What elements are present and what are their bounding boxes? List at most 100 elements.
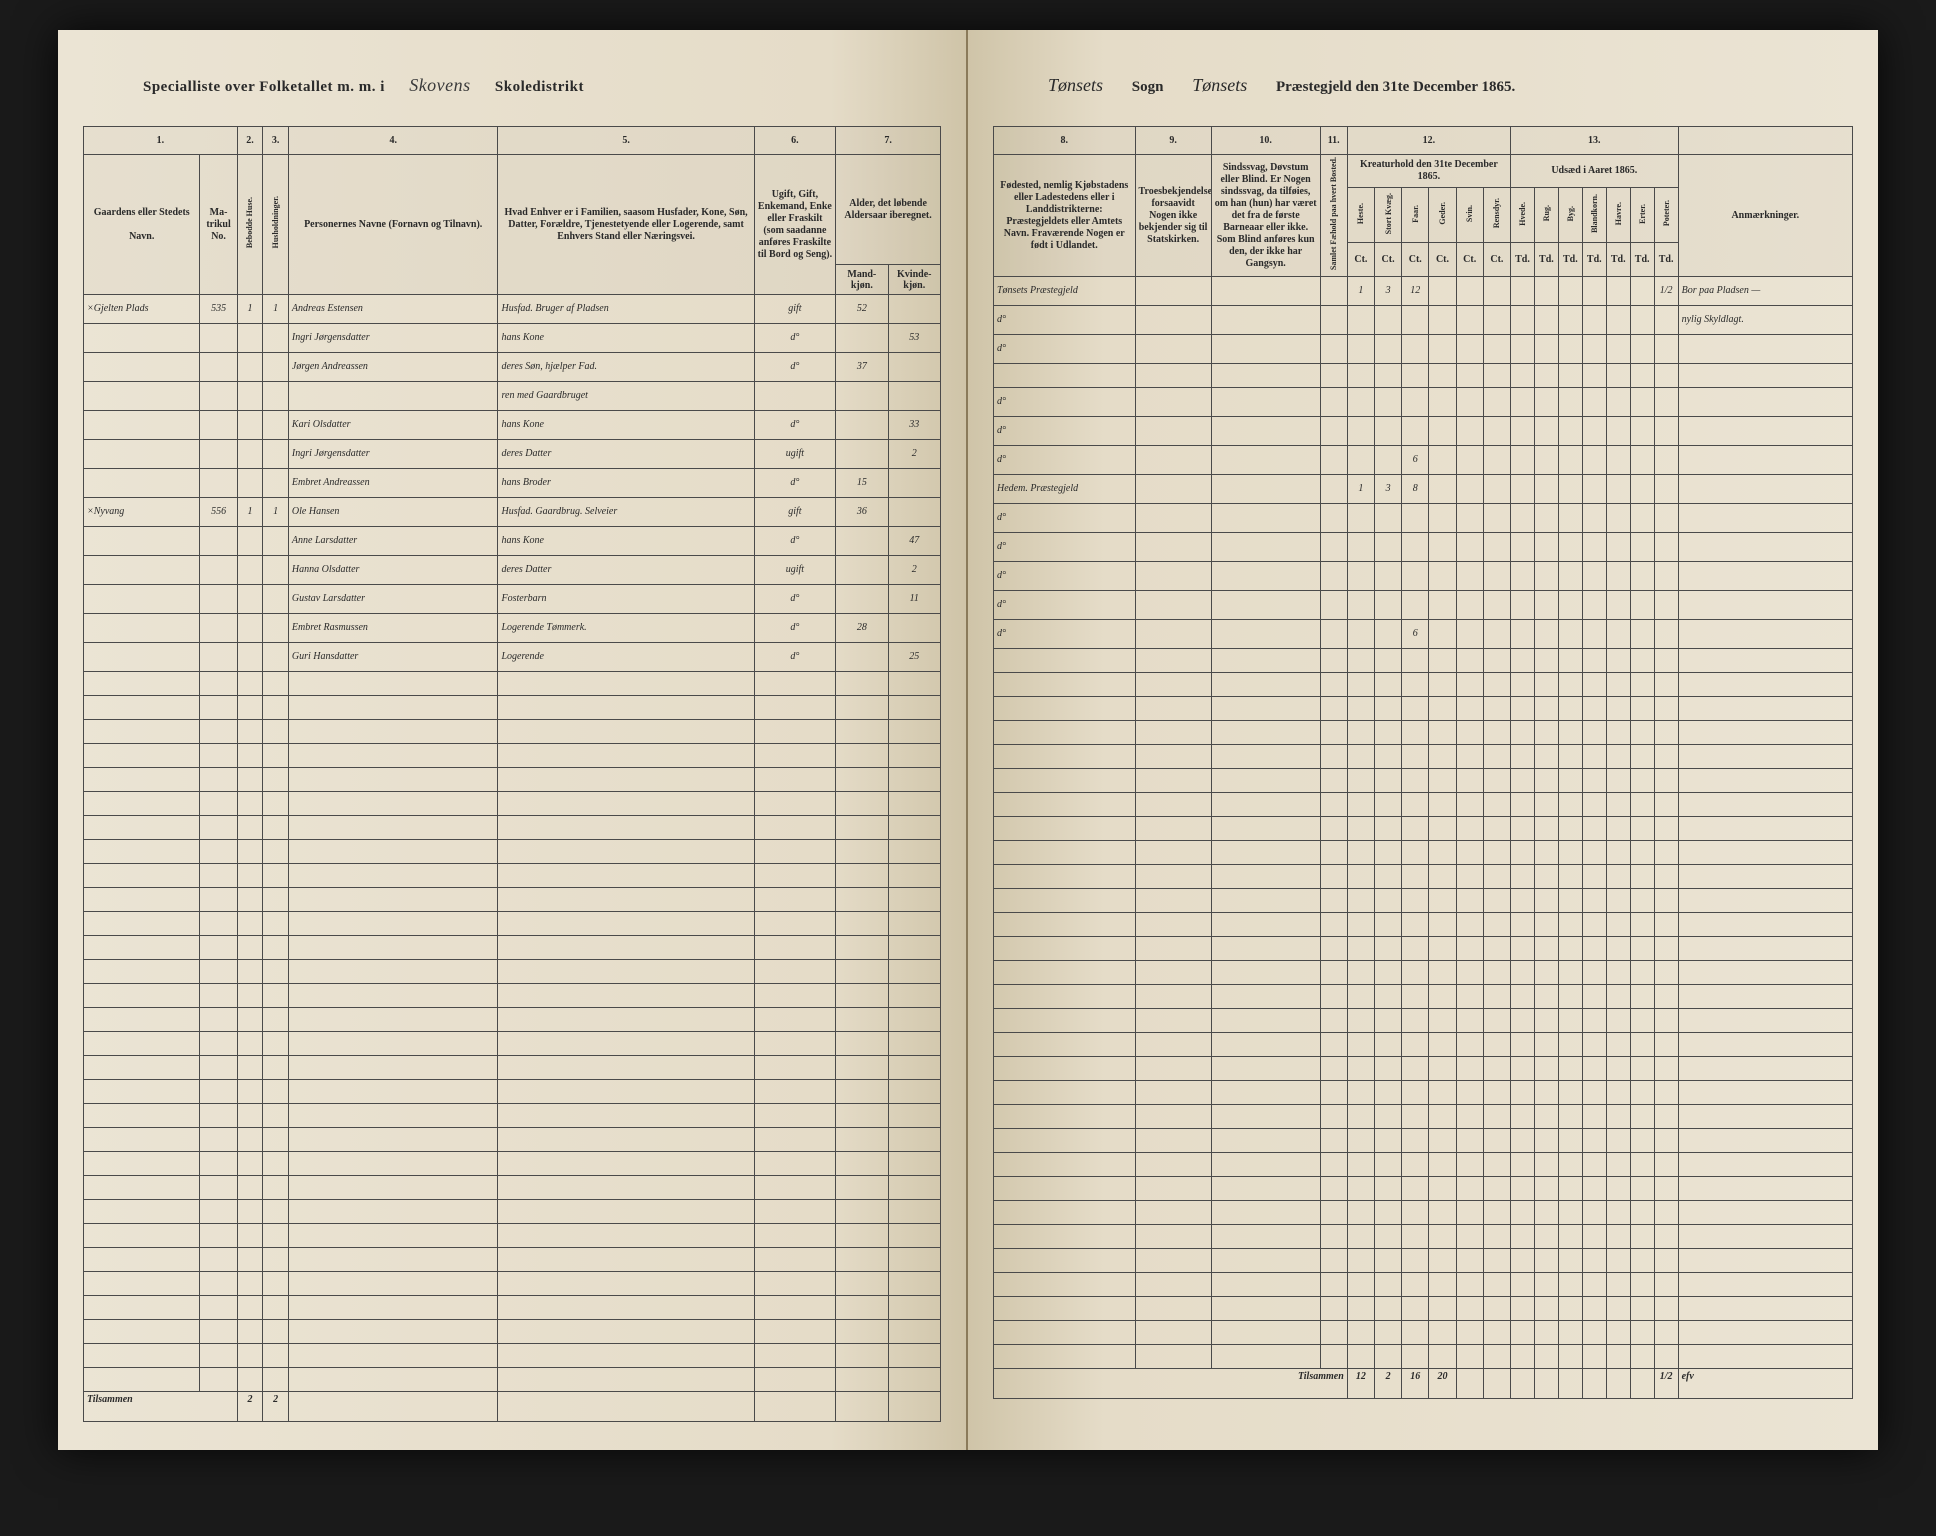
table-row: d° [994,562,1853,591]
table-row: d° [994,504,1853,533]
table-row: d° [994,533,1853,562]
empty-row [84,984,941,1008]
f-anm: efv [1678,1369,1852,1399]
cell-fode: d° [994,335,1136,364]
cell-gaard [84,614,200,643]
cell-hus [237,556,263,585]
empty-row [84,1128,941,1152]
cell-gaard [84,440,200,469]
cell-faar [1402,562,1429,591]
empty-row [994,1033,1853,1057]
empty-row [84,936,941,960]
cell-gaard [84,324,200,353]
cell-kvg [1374,446,1401,475]
cell-samlet [1320,388,1347,417]
cell-mk: 36 [836,498,888,527]
footer-hus: 2 [237,1392,263,1422]
cell-kv [888,614,940,643]
cell-mk [836,556,888,585]
cell-gaard [84,382,200,411]
cell-navn: Jørgen Andreassen [288,353,498,382]
cell-gaard [84,469,200,498]
h-fode: Fødested, nemlig Kjøbstadens eller Lades… [994,155,1136,277]
empty-row [84,816,941,840]
cell-mat [200,527,237,556]
cell-mk [836,324,888,353]
table-row: Hedem. Præstegjeld138 [994,475,1853,504]
cell-heste: 1 [1347,277,1374,306]
cell-stand: gift [754,295,836,324]
cell-faar [1402,417,1429,446]
cell-hush [263,411,289,440]
cell-faar: 6 [1402,446,1429,475]
h-stand: Ugift, Gift, Enkemand, Enke eller Fraski… [754,155,836,295]
cell-hus [237,411,263,440]
cell-navn: Kari Olsdatter [288,411,498,440]
cell-gaard [84,585,200,614]
cell-mk [836,382,888,411]
cell-gaard [84,527,200,556]
cell-navn: Guri Hansdatter [288,643,498,672]
cell-kv: 2 [888,556,940,585]
cell-pot [1654,504,1678,533]
cell-sinds [1211,533,1320,562]
col-3: 3. [263,127,289,155]
f-heste: 12 [1347,1369,1374,1399]
cell-navn: Hanna Olsdatter [288,556,498,585]
empty-row [994,1225,1853,1249]
cell-fam: Husfad. Bruger af Pladsen [498,295,754,324]
h-mk: Mand- kjøn. [836,265,888,295]
cell-stand: d° [754,527,836,556]
cell-stand: d° [754,614,836,643]
cell-anm [1678,562,1852,591]
cell-kv: 47 [888,527,940,556]
h-matrikul: Ma- trikul No. [200,155,237,295]
cell-hus [237,353,263,382]
cell-heste [1347,504,1374,533]
cell-fam: deres Søn, hjælper Fad. [498,353,754,382]
cell-navn: Ingri Jørgensdatter [288,324,498,353]
cell-fam: hans Kone [498,527,754,556]
col-1: 1. [84,127,238,155]
footer-label-left: Tilsammen [84,1392,238,1422]
cell-fode [994,364,1136,388]
cell-sinds [1211,388,1320,417]
cell-hus [237,469,263,498]
empty-row [84,1272,941,1296]
col-2: 2. [237,127,263,155]
cell-faar: 6 [1402,620,1429,649]
cell-kv: 25 [888,643,940,672]
table-row: Embret RasmussenLogerende Tømmerk.d°28 [84,614,941,643]
empty-row [84,1152,941,1176]
cell-samlet [1320,335,1347,364]
cell-stand [754,382,836,411]
empty-row [84,1320,941,1344]
cell-navn: Embret Rasmussen [288,614,498,643]
empty-row [84,696,941,720]
empty-row [994,985,1853,1009]
footer-hush: 2 [263,1392,289,1422]
cell-kv: 33 [888,411,940,440]
cell-tro [1135,446,1211,475]
cell-faar: 8 [1402,475,1429,504]
cell-pot [1654,446,1678,475]
cell-samlet [1320,475,1347,504]
cell-pot [1654,388,1678,417]
empty-row [994,1081,1853,1105]
table-row: Hanna Olsdatterderes Datterugift2 [84,556,941,585]
cell-fode: d° [994,504,1136,533]
cell-navn: Ingri Jørgensdatter [288,440,498,469]
cell-stand: d° [754,469,836,498]
col-8: 8. [994,127,1136,155]
table-row: Ingri Jørgensdatterderes Datterugift2 [84,440,941,469]
cell-hush [263,469,289,498]
cell-mk [836,411,888,440]
cell-kvg: 3 [1374,475,1401,504]
cell-heste: 1 [1347,475,1374,504]
table-row: Guri HansdatterLogerended°25 [84,643,941,672]
district-label: Skoledistrikt [495,79,584,95]
cell-mk [836,527,888,556]
cell-samlet [1320,277,1347,306]
cell-kvg [1374,335,1401,364]
empty-row [84,888,941,912]
